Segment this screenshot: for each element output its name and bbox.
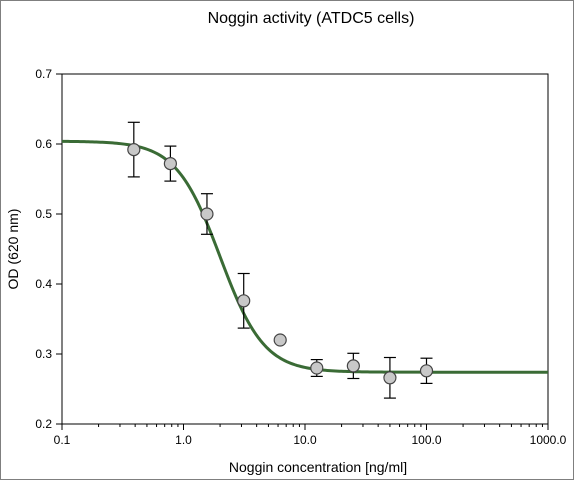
y-tick-label: 0.2 xyxy=(35,417,52,431)
data-point xyxy=(127,143,141,157)
chart-title: Noggin activity (ATDC5 cells) xyxy=(208,10,415,27)
y-tick-label: 0.5 xyxy=(35,207,52,221)
x-tick-label: 0.1 xyxy=(54,433,71,447)
x-tick-label: 10.0 xyxy=(293,433,317,447)
x-axis-title: Noggin concentration [ng/ml] xyxy=(229,459,407,475)
y-tick-label: 0.3 xyxy=(35,347,52,361)
x-tick-label: 1000.0 xyxy=(530,433,567,447)
data-point xyxy=(200,207,214,221)
y-tick-label: 0.6 xyxy=(35,137,52,151)
x-tick-label: 100.0 xyxy=(411,433,441,447)
plot-area: 0.1 1.0 10.0 100.0 1000.0 0.2 0.3 0.4 0.5 0.6 0.7 xyxy=(35,67,566,447)
data-point xyxy=(419,364,434,378)
data-point xyxy=(346,359,360,373)
y-tick-label: 0.7 xyxy=(35,67,52,81)
data-point xyxy=(273,333,287,347)
data-point xyxy=(237,294,251,308)
data-point xyxy=(383,371,397,385)
x-tick-label: 1.0 xyxy=(175,433,192,447)
y-axis-title: OD (620 nm) xyxy=(5,209,21,290)
data-point xyxy=(310,361,324,375)
y-tick-label: 0.4 xyxy=(35,277,52,291)
fit-curve-line xyxy=(61,139,548,374)
data-point xyxy=(163,157,177,171)
